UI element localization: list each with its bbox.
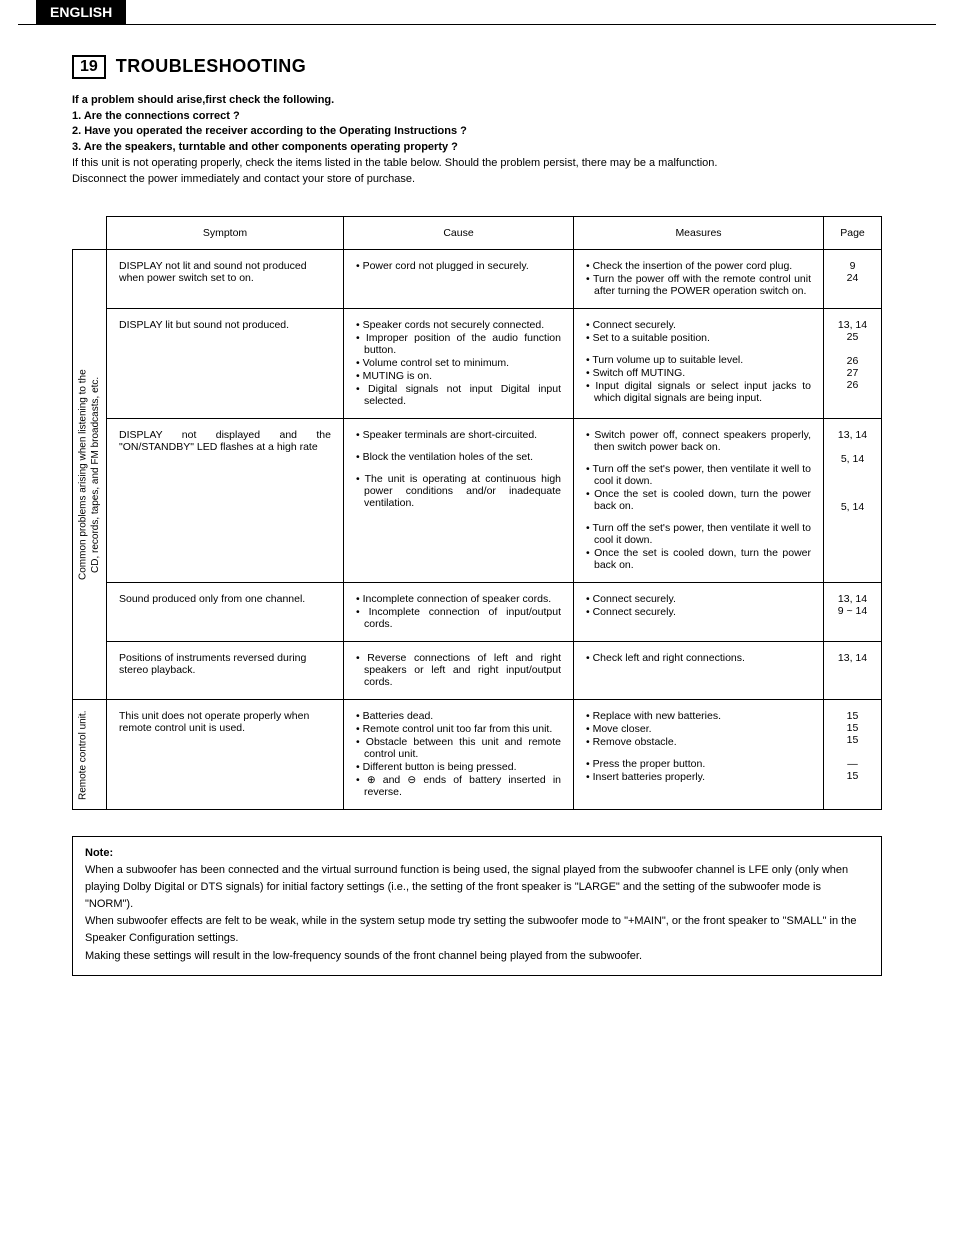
table-row: Common problems arising when listening t… bbox=[73, 250, 882, 309]
list-item: Turn off the set's power, then ventilate… bbox=[586, 463, 811, 487]
cell-measures: Connect securely.Connect securely. bbox=[574, 583, 824, 642]
list-item: Check the insertion of the power cord pl… bbox=[586, 260, 811, 272]
list-item: Volume control set to minimum. bbox=[356, 357, 561, 369]
th-cause: Cause bbox=[344, 217, 574, 250]
th-measures: Measures bbox=[574, 217, 824, 250]
language-tab: ENGLISH bbox=[36, 0, 126, 24]
note-box: Note: When a subwoofer has been connecte… bbox=[72, 836, 882, 975]
list-item: Input digital signals or select input ja… bbox=[586, 380, 811, 404]
th-symptom: Symptom bbox=[107, 217, 344, 250]
list-item: Turn off the set's power, then ventilate… bbox=[586, 522, 811, 546]
note-p3: Making these settings will result in the… bbox=[85, 948, 869, 965]
cell-measures: Check left and right connections. bbox=[574, 642, 824, 700]
section-title: TROUBLESHOOTING bbox=[116, 56, 307, 77]
note-p2: When subwoofer effects are felt to be we… bbox=[85, 913, 869, 947]
note-title: Note: bbox=[85, 845, 869, 862]
list-item: Connect securely. bbox=[586, 319, 811, 331]
cell-symptom: Sound produced only from one channel. bbox=[107, 583, 344, 642]
cell-symptom: DISPLAY not lit and sound not produced w… bbox=[107, 250, 344, 309]
list-item: Speaker cords not securely connected. bbox=[356, 319, 561, 331]
cell-symptom: This unit does not operate properly when… bbox=[107, 700, 344, 810]
cell-cause: Power cord not plugged in securely. bbox=[344, 250, 574, 309]
list-item: Remove obstacle. bbox=[586, 736, 811, 748]
list-item: Check left and right connections. bbox=[586, 652, 811, 664]
cell-page: 13, 149 ~ 14 bbox=[824, 583, 882, 642]
cell-measures: Connect securely.Set to a suitable posit… bbox=[574, 309, 824, 419]
troubleshoot-table: Symptom Cause Measures Page Common probl… bbox=[72, 216, 882, 810]
cell-measures: Switch power off, connect speakers prope… bbox=[574, 419, 824, 583]
cell-cause: Speaker cords not securely connected.Imp… bbox=[344, 309, 574, 419]
cell-measures: Check the insertion of the power cord pl… bbox=[574, 250, 824, 309]
list-item: Obstacle between this unit and remote co… bbox=[356, 736, 561, 760]
list-item: Digital signals not input Digital input … bbox=[356, 383, 561, 407]
list-item: Switch power off, connect speakers prope… bbox=[586, 429, 811, 453]
table-row: Remote control unit.This unit does not o… bbox=[73, 700, 882, 810]
category-label: Common problems arising when listening t… bbox=[73, 250, 107, 700]
list-item: Turn the power off with the remote contr… bbox=[586, 273, 811, 297]
table-row: Sound produced only from one channel.Inc… bbox=[73, 583, 882, 642]
list-item: Power cord not plugged in securely. bbox=[356, 260, 561, 272]
list-item: Improper position of the audio function … bbox=[356, 332, 561, 356]
table-row: DISPLAY lit but sound not produced.Speak… bbox=[73, 309, 882, 419]
cell-symptom: DISPLAY not displayed and the "ON/STANDB… bbox=[107, 419, 344, 583]
table-row: Positions of instruments reversed during… bbox=[73, 642, 882, 700]
table-head: Symptom Cause Measures Page bbox=[73, 217, 882, 250]
list-item: Connect securely. bbox=[586, 593, 811, 605]
list-item: The unit is operating at continuous high… bbox=[356, 473, 561, 509]
list-item: Once the set is cooled down, turn the po… bbox=[586, 488, 811, 512]
intro-q3: 3. Are the speakers, turntable and other… bbox=[72, 140, 882, 156]
list-item: Reverse connections of left and right sp… bbox=[356, 652, 561, 688]
cell-cause: Incomplete connection of speaker cords.I… bbox=[344, 583, 574, 642]
page-body: 19 TROUBLESHOOTING If a problem should a… bbox=[0, 25, 954, 996]
list-item: Different button is being pressed. bbox=[356, 761, 561, 773]
intro-q1: 1. Are the connections correct ? bbox=[72, 109, 882, 125]
cell-page: 13, 1425 262726 bbox=[824, 309, 882, 419]
list-item: ⊕ and ⊖ ends of battery inserted in reve… bbox=[356, 774, 561, 798]
list-item: Turn volume up to suitable level. bbox=[586, 354, 811, 366]
list-item: Incomplete connection of input/output co… bbox=[356, 606, 561, 630]
cell-page: 13, 14 5, 14 5, 14 bbox=[824, 419, 882, 583]
table-header-row: Symptom Cause Measures Page bbox=[73, 217, 882, 250]
list-item: MUTING is on. bbox=[356, 370, 561, 382]
intro-note1: If this unit is not operating properly, … bbox=[72, 156, 882, 172]
list-item: Once the set is cooled down, turn the po… bbox=[586, 547, 811, 571]
table-row: DISPLAY not displayed and the "ON/STANDB… bbox=[73, 419, 882, 583]
intro-q2: 2. Have you operated the receiver accord… bbox=[72, 124, 882, 140]
cell-page: 151515 —15 bbox=[824, 700, 882, 810]
cell-page: 924 bbox=[824, 250, 882, 309]
list-item: Incomplete connection of speaker cords. bbox=[356, 593, 561, 605]
cell-cause: Speaker terminals are short-circuited. Bl… bbox=[344, 419, 574, 583]
note-p1: When a subwoofer has been connected and … bbox=[85, 862, 869, 913]
intro-note2: Disconnect the power immediately and con… bbox=[72, 172, 882, 188]
list-item: Insert batteries properly. bbox=[586, 771, 811, 783]
list-item: Speaker terminals are short-circuited. bbox=[356, 429, 561, 441]
cell-measures: Replace with new batteries.Move closer.R… bbox=[574, 700, 824, 810]
cell-page: 13, 14 bbox=[824, 642, 882, 700]
list-item: Switch off MUTING. bbox=[586, 367, 811, 379]
list-item: Set to a suitable position. bbox=[586, 332, 811, 344]
th-page: Page bbox=[824, 217, 882, 250]
cell-cause: Reverse connections of left and right sp… bbox=[344, 642, 574, 700]
cell-symptom: DISPLAY lit but sound not produced. bbox=[107, 309, 344, 419]
list-item: Move closer. bbox=[586, 723, 811, 735]
section-number: 19 bbox=[72, 55, 106, 79]
list-item: Connect securely. bbox=[586, 606, 811, 618]
list-item: Press the proper button. bbox=[586, 758, 811, 770]
list-item: Batteries dead. bbox=[356, 710, 561, 722]
section-header: 19 TROUBLESHOOTING bbox=[72, 55, 882, 79]
table-body: Common problems arising when listening t… bbox=[73, 250, 882, 810]
category-label: Remote control unit. bbox=[73, 700, 107, 810]
list-item: Remote control unit too far from this un… bbox=[356, 723, 561, 735]
list-item: Replace with new batteries. bbox=[586, 710, 811, 722]
intro-lead: If a problem should arise,first check th… bbox=[72, 93, 882, 109]
intro-block: If a problem should arise,first check th… bbox=[72, 93, 882, 189]
list-item: Block the ventilation holes of the set. bbox=[356, 451, 561, 463]
cell-cause: Batteries dead.Remote control unit too f… bbox=[344, 700, 574, 810]
cell-symptom: Positions of instruments reversed during… bbox=[107, 642, 344, 700]
